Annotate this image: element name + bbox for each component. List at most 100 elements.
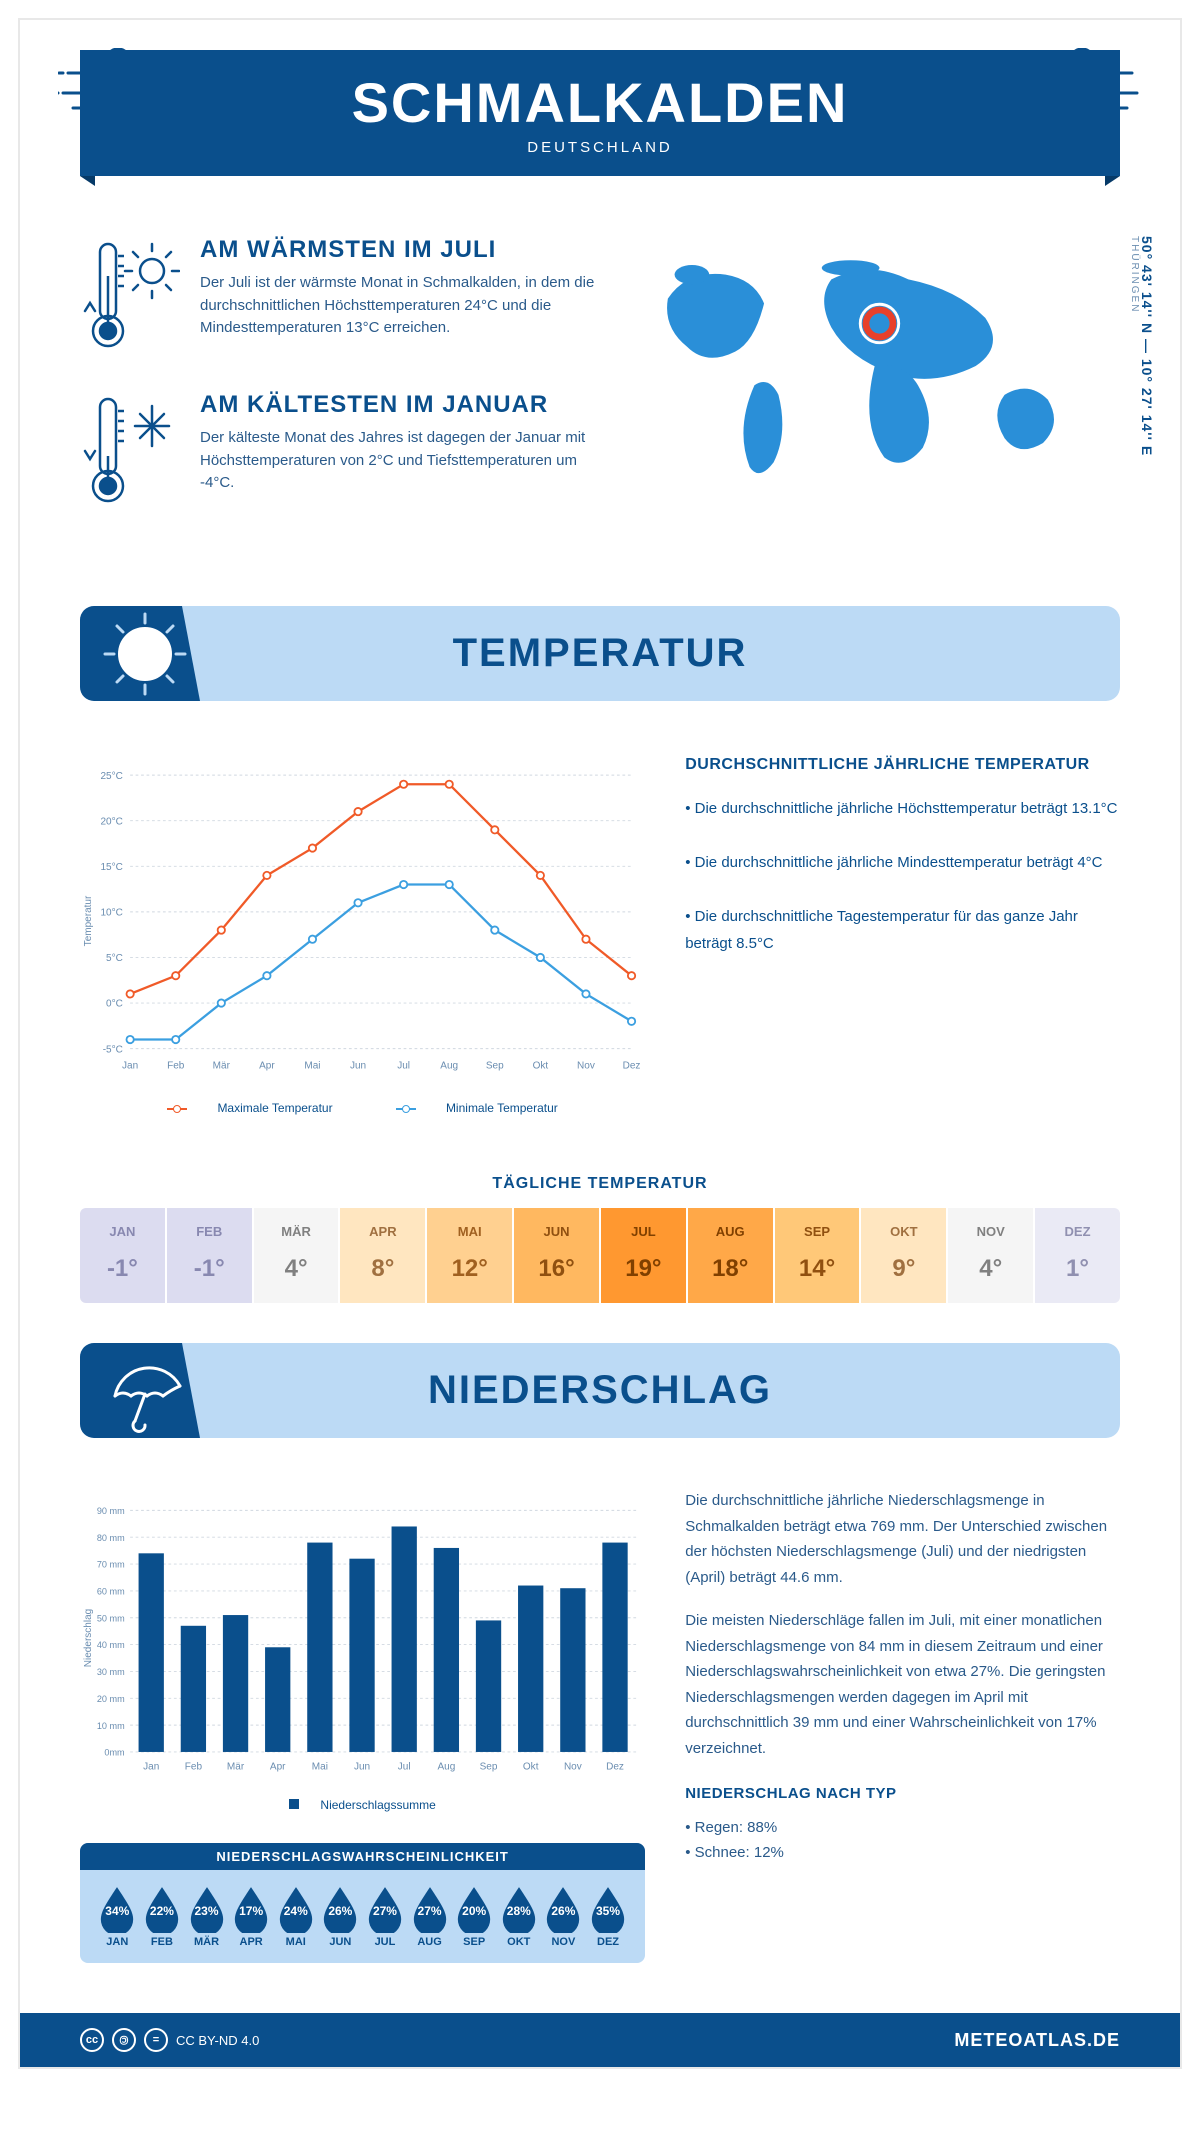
warmest-title: AM WÄRMSTEN IM JULI: [200, 236, 609, 264]
nd-icon: =: [144, 2028, 168, 2052]
temp-bullet-1: • Die durchschnittliche jährliche Höchst…: [685, 795, 1120, 822]
warmest-fact: AM WÄRMSTEN IM JULI Der Juli ist der wär…: [80, 236, 609, 361]
daily-cell: APR8°: [340, 1208, 427, 1303]
cc-icon: cc: [80, 2028, 104, 2052]
thermometer-cold-icon: [80, 391, 180, 511]
svg-text:-5°C: -5°C: [103, 1044, 123, 1055]
brand-text: METEOATLAS.DE: [954, 2030, 1120, 2051]
country-subtitle: DEUTSCHLAND: [100, 139, 1100, 156]
svg-text:0°C: 0°C: [106, 999, 123, 1010]
temp-bullet-3: • Die durchschnittliche Tagestemperatur …: [685, 903, 1120, 957]
precip-type-title: NIEDERSCHLAG NACH TYP: [685, 1781, 1120, 1807]
city-title: SCHMALKALDEN: [100, 70, 1100, 135]
prob-drop: 27%JUL: [363, 1885, 408, 1948]
sun-icon: [100, 609, 190, 699]
temperature-line-chart: -5°C0°C5°C10°C15°C20°C25°CTemperaturJanF…: [80, 751, 645, 1115]
warmest-text: Der Juli ist der wärmste Monat in Schmal…: [200, 272, 609, 340]
svg-text:5°C: 5°C: [106, 953, 123, 964]
svg-text:30 mm: 30 mm: [97, 1667, 125, 1677]
precip-type-1: • Regen: 88%: [685, 1815, 1120, 1841]
daily-cell: MÄR4°: [254, 1208, 341, 1303]
daily-temp-title: TÄGLICHE TEMPERATUR: [20, 1175, 1180, 1193]
svg-text:Jul: Jul: [398, 1761, 411, 1772]
svg-text:Aug: Aug: [440, 1061, 458, 1072]
prob-drop: 24%MAI: [273, 1885, 318, 1948]
daily-cell: NOV4°: [948, 1208, 1035, 1303]
temp-text-title: DURCHSCHNITTLICHE JÄHRLICHE TEMPERATUR: [685, 751, 1120, 780]
prob-drop: 17%APR: [229, 1885, 274, 1948]
temperature-section-header: TEMPERATUR: [80, 606, 1120, 701]
header-banner: SCHMALKALDEN DEUTSCHLAND: [80, 50, 1120, 176]
daily-cell: DEZ1°: [1035, 1208, 1120, 1303]
daily-cell: JUL19°: [601, 1208, 688, 1303]
coldest-fact: AM KÄLTESTEN IM JANUAR Der kälteste Mona…: [80, 391, 609, 516]
by-icon: 🄯: [112, 2028, 136, 2052]
temp-bullet-2: • Die durchschnittliche jährliche Mindes…: [685, 849, 1120, 876]
coldest-text: Der kälteste Monat des Jahres ist dagege…: [200, 427, 609, 495]
svg-text:Niederschlag: Niederschlag: [83, 1609, 94, 1667]
precip-section-header: NIEDERSCHLAG: [80, 1343, 1120, 1438]
svg-text:Dez: Dez: [606, 1761, 624, 1772]
svg-text:70 mm: 70 mm: [97, 1560, 125, 1570]
license-text: CC BY-ND 4.0: [176, 2033, 259, 2048]
svg-text:10 mm: 10 mm: [97, 1721, 125, 1731]
svg-text:0mm: 0mm: [104, 1748, 124, 1758]
coordinates: 50° 43' 14'' N — 10° 27' 14'' E: [1139, 236, 1155, 456]
svg-text:90 mm: 90 mm: [97, 1506, 125, 1516]
svg-text:Jan: Jan: [143, 1761, 159, 1772]
svg-text:15°C: 15°C: [100, 862, 122, 873]
svg-text:Feb: Feb: [167, 1061, 185, 1072]
svg-text:Mär: Mär: [213, 1061, 231, 1072]
svg-text:Apr: Apr: [270, 1761, 286, 1772]
daily-cell: JAN-1°: [80, 1208, 167, 1303]
svg-text:Jul: Jul: [397, 1061, 410, 1072]
svg-text:Okt: Okt: [533, 1061, 549, 1072]
daily-cell: MAI12°: [427, 1208, 514, 1303]
coldest-title: AM KÄLTESTEN IM JANUAR: [200, 391, 609, 419]
svg-text:Jan: Jan: [122, 1061, 138, 1072]
svg-text:Sep: Sep: [486, 1061, 504, 1072]
prob-drop: 20%SEP: [452, 1885, 497, 1948]
svg-text:Feb: Feb: [185, 1761, 203, 1772]
svg-text:Nov: Nov: [577, 1061, 595, 1072]
thermometer-hot-icon: [80, 236, 180, 356]
svg-text:Okt: Okt: [523, 1761, 539, 1772]
svg-text:Mai: Mai: [312, 1761, 328, 1772]
footer: cc 🄯 = CC BY-ND 4.0 METEOATLAS.DE: [20, 2013, 1180, 2067]
temperature-heading: TEMPERATUR: [105, 631, 1095, 676]
svg-text:80 mm: 80 mm: [97, 1533, 125, 1543]
svg-text:Nov: Nov: [564, 1761, 582, 1772]
precip-type-2: • Schnee: 12%: [685, 1840, 1120, 1866]
svg-text:Temperatur: Temperatur: [83, 895, 94, 946]
precip-heading: NIEDERSCHLAG: [105, 1368, 1095, 1413]
prob-drop: 26%NOV: [541, 1885, 586, 1948]
probability-box: NIEDERSCHLAGSWAHRSCHEINLICHKEIT 34%JAN22…: [80, 1843, 645, 1963]
prob-drop: 28%OKT: [496, 1885, 541, 1948]
prob-drop: 35%DEZ: [586, 1885, 631, 1948]
daily-cell: JUN16°: [514, 1208, 601, 1303]
prob-drop: 22%FEB: [140, 1885, 185, 1948]
svg-text:40 mm: 40 mm: [97, 1640, 125, 1650]
svg-text:60 mm: 60 mm: [97, 1587, 125, 1597]
prob-drop: 27%AUG: [407, 1885, 452, 1948]
legend-max: Maximale Temperatur: [217, 1101, 332, 1115]
svg-text:10°C: 10°C: [100, 908, 122, 919]
svg-text:Jun: Jun: [354, 1761, 370, 1772]
svg-text:50 mm: 50 mm: [97, 1613, 125, 1623]
svg-text:Apr: Apr: [259, 1061, 275, 1072]
svg-text:25°C: 25°C: [100, 771, 122, 782]
prob-drop: 34%JAN: [95, 1885, 140, 1948]
svg-text:Mär: Mär: [227, 1761, 245, 1772]
umbrella-icon: [100, 1346, 190, 1436]
precipitation-bar-chart: 0mm 10 mm 20 mm 30 mm 40 mm 50 mm 60 mm 70 mm 80…: [80, 1488, 645, 1828]
prob-title: NIEDERSCHLAGSWAHRSCHEINLICHKEIT: [80, 1843, 645, 1870]
svg-text:20 mm: 20 mm: [97, 1694, 125, 1704]
prob-drop: 26%JUN: [318, 1885, 363, 1948]
daily-temp-table: JAN-1°FEB-1°MÄR4°APR8°MAI12°JUN16°JUL19°…: [80, 1208, 1120, 1303]
daily-cell: AUG18°: [688, 1208, 775, 1303]
prob-drop: 23%MÄR: [184, 1885, 229, 1948]
legend-min: Minimale Temperatur: [446, 1101, 558, 1115]
daily-cell: FEB-1°: [167, 1208, 254, 1303]
svg-text:Dez: Dez: [623, 1061, 641, 1072]
svg-text:Aug: Aug: [437, 1761, 455, 1772]
